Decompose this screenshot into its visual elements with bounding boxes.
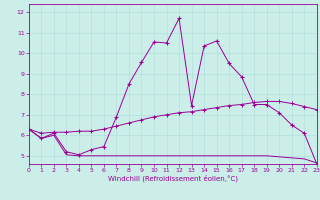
X-axis label: Windchill (Refroidissement éolien,°C): Windchill (Refroidissement éolien,°C) [108, 175, 238, 182]
